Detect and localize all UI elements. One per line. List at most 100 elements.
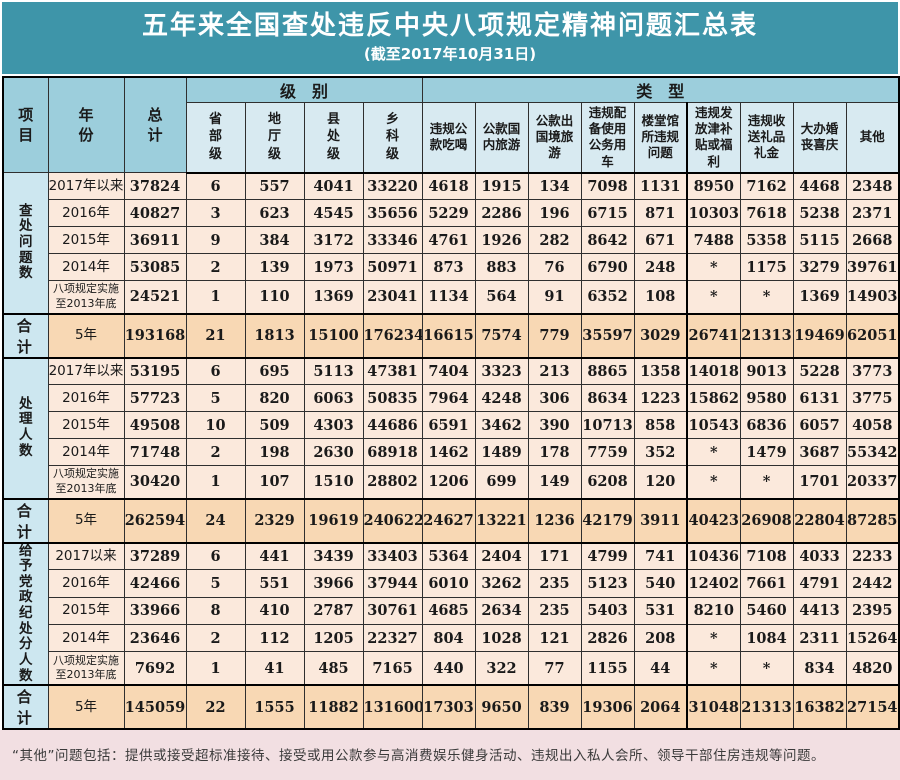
type-column-header: 违规发放津补贴或福利 xyxy=(686,102,741,174)
value-cell: 12402 xyxy=(686,569,741,598)
value-cell: 10303 xyxy=(686,199,741,227)
value-cell: 21 xyxy=(185,312,246,359)
value-cell: 7165 xyxy=(362,651,423,686)
value-cell: 262594 xyxy=(123,497,187,544)
type-column-header: 公款国内旅游 xyxy=(474,102,529,174)
level-column-header: 省部级 xyxy=(185,102,246,174)
value-cell: 871 xyxy=(633,199,688,227)
title-band: 五年来全国查处违反中央八项规定精神问题汇总表 (截至2017年10月31日) xyxy=(2,2,898,74)
value-cell: 7618 xyxy=(739,199,794,227)
value-cell: 858 xyxy=(633,411,688,439)
value-cell: 3911 xyxy=(633,497,688,544)
value-cell: * xyxy=(686,651,741,686)
value-cell: 30420 xyxy=(123,465,187,499)
value-cell: * xyxy=(686,438,741,466)
value-cell: 551 xyxy=(244,569,305,598)
value-cell: 4761 xyxy=(421,226,476,254)
value-cell: 10543 xyxy=(686,411,741,439)
value-cell: 44 xyxy=(633,651,688,686)
value-cell: 1369 xyxy=(303,280,364,314)
value-cell: 4468 xyxy=(792,172,847,200)
value-cell: 4791 xyxy=(792,569,847,598)
value-cell: 2442 xyxy=(845,569,900,598)
value-cell: 139 xyxy=(244,253,305,281)
value-cell: 352 xyxy=(633,438,688,466)
value-cell: 15100 xyxy=(303,312,364,359)
value-cell: 282 xyxy=(527,226,582,254)
value-cell: 235 xyxy=(527,569,582,598)
corner-header-item: 项目 xyxy=(2,76,49,173)
table-row: 八项规定实施至2013年底 30420 1 107 1510 28802 1206 699 14… xyxy=(3,465,900,499)
value-cell: 839 xyxy=(527,684,582,731)
value-cell: 820 xyxy=(244,384,305,412)
value-cell: 27154 xyxy=(845,684,900,731)
value-cell: 5238 xyxy=(792,199,847,227)
value-cell: 112 xyxy=(244,624,305,653)
value-cell: 134 xyxy=(527,172,582,200)
value-cell: 37944 xyxy=(362,569,423,598)
level-column-header-text: 县处级 xyxy=(326,111,340,163)
group-label-text: 给予党政纪处分人数 xyxy=(18,542,33,684)
value-cell: 485 xyxy=(303,651,364,686)
value-cell: 6836 xyxy=(739,411,794,439)
year-cell: 2015年 xyxy=(47,596,125,626)
value-cell: 33966 xyxy=(123,596,187,626)
total-row: 合 计 5年 145059 22 1555 11882 131600 17303 9650 839… xyxy=(2,684,900,731)
table-row: 2015年 36911 9 384 3172 33346 4761 1926 282 8642 67… xyxy=(3,226,900,254)
value-cell: 1555 xyxy=(244,684,305,731)
value-cell: 235 xyxy=(527,596,582,626)
value-cell: 193168 xyxy=(123,312,187,359)
value-cell: 5229 xyxy=(421,199,476,227)
value-cell: 671 xyxy=(633,226,688,254)
total-label: 合 计 xyxy=(2,497,49,544)
value-cell: 53085 xyxy=(123,253,187,281)
value-cell: 57723 xyxy=(123,384,187,412)
value-cell: 1 xyxy=(185,651,246,686)
value-cell: 9 xyxy=(185,226,246,254)
value-cell: 6 xyxy=(185,357,246,385)
footnote: “其他”问题包括：提供或接受超标准接待、接受或用公款参与高消费娱乐健身活动、违规… xyxy=(0,730,900,780)
type-column-header: 其他 xyxy=(845,102,900,174)
value-cell: * xyxy=(686,280,741,314)
value-cell: 440 xyxy=(421,651,476,686)
value-cell: 196 xyxy=(527,199,582,227)
year-cell: 5年 xyxy=(47,684,125,731)
value-cell: 36911 xyxy=(123,226,187,254)
value-cell: 24 xyxy=(185,497,246,544)
value-cell: 49508 xyxy=(123,411,187,439)
value-cell: 62051 xyxy=(845,312,900,359)
table-row: 2014年 53085 2 139 1973 50971 873 883 76 6790 248 * 1… xyxy=(3,253,900,281)
value-cell: 7488 xyxy=(686,226,741,254)
value-cell: 10436 xyxy=(686,541,741,571)
table-row: 查处问题数 2017年以来 37824 6 557 4041 33220 4618 1915 13… xyxy=(2,172,900,314)
value-cell: 1131 xyxy=(633,172,688,200)
value-cell: 55342 xyxy=(845,438,900,466)
level-column-header-text: 省部级 xyxy=(208,111,222,163)
total-label: 合 计 xyxy=(2,312,49,359)
value-cell: 1489 xyxy=(474,438,529,466)
value-cell: 37289 xyxy=(123,541,187,571)
value-cell: 3262 xyxy=(474,569,529,598)
value-cell: 71748 xyxy=(123,438,187,466)
value-cell: 5115 xyxy=(792,226,847,254)
level-column-header: 乡科级 xyxy=(362,102,423,174)
value-cell: 3966 xyxy=(303,569,364,598)
value-cell: 7661 xyxy=(739,569,794,598)
value-cell: 2 xyxy=(185,253,246,281)
value-cell: 87285 xyxy=(845,497,900,544)
value-cell: 24627 xyxy=(421,497,476,544)
value-cell: 13221 xyxy=(474,497,529,544)
value-cell: * xyxy=(739,651,794,686)
value-cell: 779 xyxy=(527,312,582,359)
value-cell: 741 xyxy=(633,541,688,571)
value-cell: 3773 xyxy=(845,357,900,385)
value-cell: 873 xyxy=(421,253,476,281)
year-cell: 2015年 xyxy=(47,411,125,439)
value-cell: 5 xyxy=(185,384,246,412)
value-cell: 531 xyxy=(633,596,688,626)
type-column-header: 公款出国境旅游 xyxy=(527,102,582,174)
value-cell: 22327 xyxy=(362,624,423,653)
value-cell: 2329 xyxy=(244,497,305,544)
value-cell: 2634 xyxy=(474,596,529,626)
value-cell: 2 xyxy=(185,624,246,653)
